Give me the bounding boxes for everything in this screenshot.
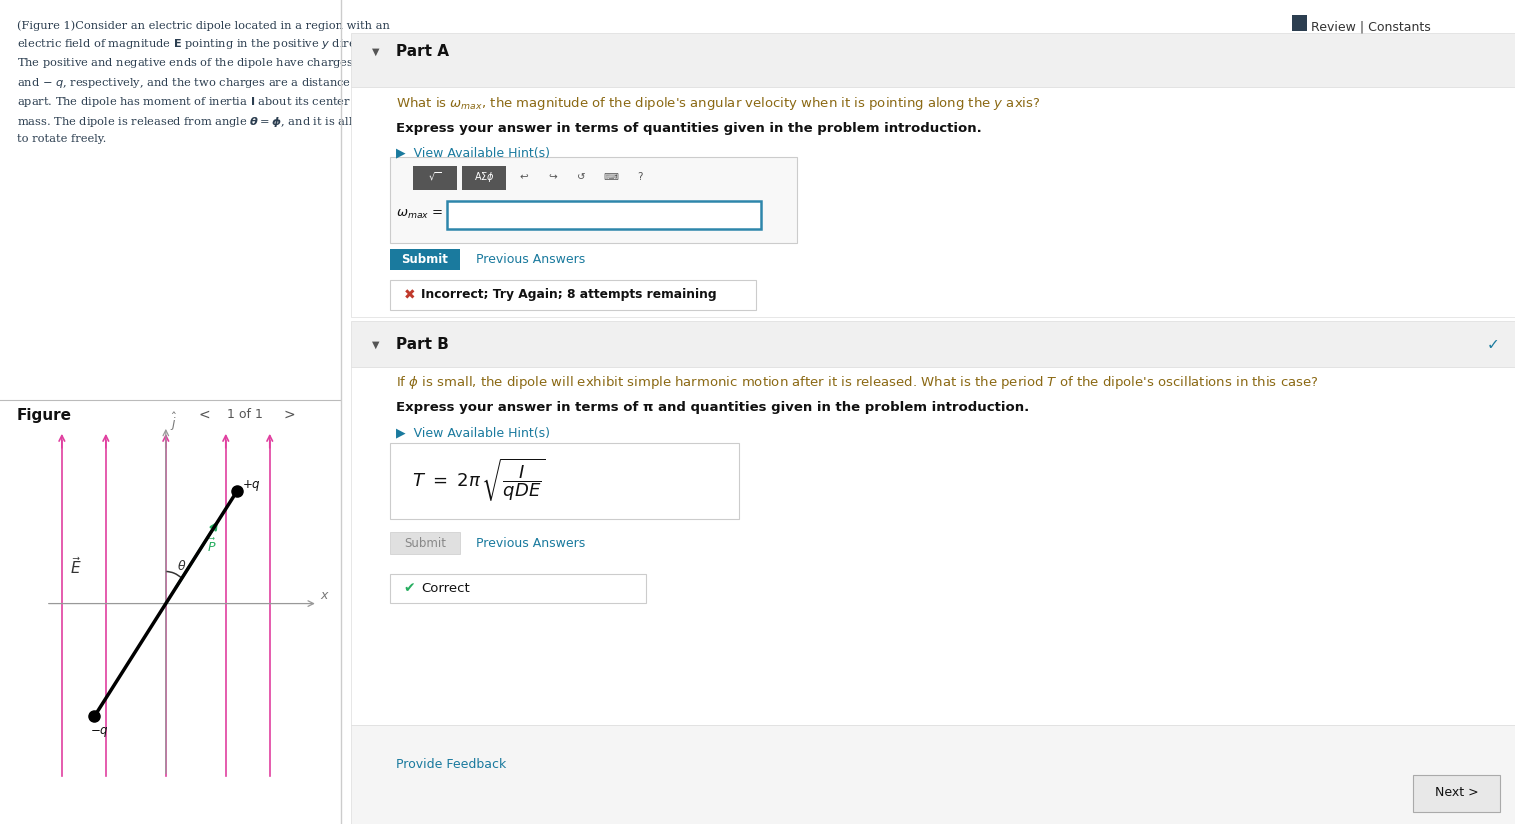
Text: (Figure 1)Consider an electric dipole located in a region with an
electric field: (Figure 1)Consider an electric dipole lo… <box>17 21 389 143</box>
Text: $\vec{P}$: $\vec{P}$ <box>208 538 217 555</box>
Text: $T\ =\ 2\pi\,\sqrt{\dfrac{I}{qDE}}$: $T\ =\ 2\pi\,\sqrt{\dfrac{I}{qDE}}$ <box>412 456 545 503</box>
Text: $\mathbf{\sqrt{\ }}$: $\mathbf{\sqrt{\ }}$ <box>429 171 442 184</box>
Bar <box>462 166 506 190</box>
Text: Provide Feedback: Provide Feedback <box>395 758 506 771</box>
Text: Part B: Part B <box>395 337 448 352</box>
Text: $x$: $x$ <box>320 588 330 602</box>
Text: $+q$: $+q$ <box>242 479 261 494</box>
Bar <box>351 87 1515 317</box>
Text: Part A: Part A <box>395 44 448 59</box>
Bar <box>389 532 459 554</box>
Text: A$\Sigma\phi$: A$\Sigma\phi$ <box>474 171 494 184</box>
Text: What is $\omega_{max}$, the magnitude of the dipole's angular velocity when it i: What is $\omega_{max}$, the magnitude of… <box>395 95 1041 112</box>
Text: Previous Answers: Previous Answers <box>476 536 585 550</box>
Text: $\vec{E}$: $\vec{E}$ <box>70 556 82 577</box>
Text: Submit: Submit <box>401 253 448 266</box>
Text: Express your answer in terms of π and quantities given in the problem introducti: Express your answer in terms of π and qu… <box>395 401 1029 414</box>
Text: ↺: ↺ <box>577 172 586 182</box>
Text: Incorrect; Try Again; 8 attempts remaining: Incorrect; Try Again; 8 attempts remaini… <box>421 288 717 302</box>
Text: <: < <box>198 408 211 422</box>
Text: >: > <box>283 408 295 422</box>
Text: $-q$: $-q$ <box>91 724 109 738</box>
Text: $\omega_{max}$ =: $\omega_{max}$ = <box>395 208 444 221</box>
Text: ▶  View Available Hint(s): ▶ View Available Hint(s) <box>395 427 550 440</box>
Bar <box>351 367 1515 725</box>
Text: Next >: Next > <box>1435 786 1479 799</box>
Text: Express your answer in terms of quantities given in the problem introduction.: Express your answer in terms of quantiti… <box>395 122 982 135</box>
Bar <box>389 280 756 310</box>
Bar <box>351 725 1515 824</box>
Text: ✓: ✓ <box>1488 337 1500 352</box>
Text: ✖: ✖ <box>405 288 415 302</box>
Bar <box>447 201 761 229</box>
Text: ▼: ▼ <box>373 339 380 349</box>
Text: Review | Constants: Review | Constants <box>1312 21 1432 34</box>
Bar <box>389 157 797 243</box>
Text: If $\phi$ is small, the dipole will exhibit simple harmonic motion after it is r: If $\phi$ is small, the dipole will exhi… <box>395 374 1318 391</box>
Text: Figure: Figure <box>17 408 73 423</box>
Text: ▼: ▼ <box>373 47 380 57</box>
Bar <box>389 443 739 519</box>
Text: ?: ? <box>638 172 642 182</box>
Bar <box>351 33 1515 87</box>
Bar <box>389 574 645 603</box>
Text: $\theta$: $\theta$ <box>177 559 186 573</box>
Text: $\hat{j}$: $\hat{j}$ <box>170 411 177 433</box>
Bar <box>389 249 459 270</box>
Text: 1 of 1: 1 of 1 <box>227 408 264 421</box>
Text: ⌨: ⌨ <box>603 172 618 182</box>
Text: Previous Answers: Previous Answers <box>476 253 585 266</box>
Text: Correct: Correct <box>421 582 470 595</box>
Bar <box>1292 15 1307 31</box>
Text: Submit: Submit <box>405 536 445 550</box>
Text: ▶  View Available Hint(s): ▶ View Available Hint(s) <box>395 147 550 160</box>
Bar <box>1412 775 1500 812</box>
Bar <box>414 166 458 190</box>
Text: ✔: ✔ <box>405 582 415 595</box>
Text: ↪: ↪ <box>548 172 558 182</box>
Text: ↩: ↩ <box>520 172 529 182</box>
Bar <box>351 321 1515 367</box>
